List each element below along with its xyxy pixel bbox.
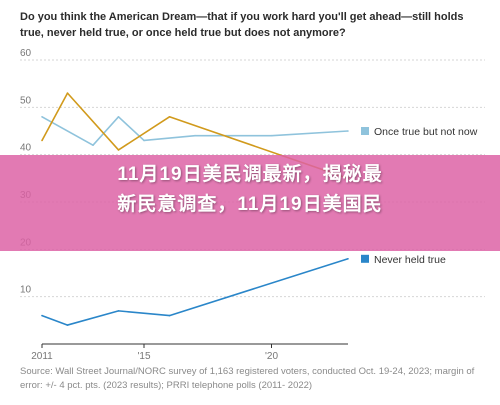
data-point (143, 139, 145, 142)
data-point (66, 324, 69, 326)
banner-overlay (0, 155, 500, 251)
data-point (347, 130, 349, 132)
chart-question: Do you think the American Dream—that if … (20, 11, 464, 39)
y-tick-label: 10 (20, 285, 32, 296)
data-point (194, 134, 196, 137)
x-tick-label: 2011 (31, 351, 53, 362)
y-tick-label: 60 (20, 48, 32, 59)
data-point (117, 116, 120, 118)
data-point (41, 116, 43, 118)
y-tick-label: 40 (20, 143, 32, 154)
data-point (168, 116, 171, 118)
series-label: Never held true (374, 254, 446, 266)
legend-swatch (361, 127, 369, 135)
data-point (66, 92, 69, 94)
data-point (117, 149, 120, 151)
x-tick-label: '15 (137, 351, 150, 362)
data-point (168, 314, 171, 317)
x-tick-label: '20 (265, 351, 278, 362)
series-label: Once true but not now (374, 126, 478, 138)
banner-text: 11月19日美民调最新，揭秘最 新民意调查，11月19日美国民 (0, 160, 500, 220)
banner-line-2: 新民意调查，11月19日美国民 (117, 194, 383, 215)
data-point (41, 314, 43, 317)
series-lines (41, 92, 349, 326)
source-note: Source: Wall Street Journal/NORC survey … (20, 365, 490, 393)
data-point (41, 139, 43, 142)
data-point (117, 310, 120, 312)
source-line-1: Source: Wall Street Journal/NORC survey … (20, 366, 475, 377)
data-point (92, 144, 94, 146)
banner-line-1: 11月19日美民调最新，揭秘最 (117, 164, 383, 185)
x-tick-labels: 2011 '15 '20 (31, 344, 278, 362)
legend-swatch (361, 254, 369, 263)
data-point (347, 258, 349, 260)
source-line-2: error: +/- 4 pct. pts. (2023 results); P… (20, 380, 313, 391)
y-tick-label: 50 (20, 95, 32, 106)
series-line-2 (41, 258, 349, 326)
series-line-0 (41, 116, 349, 146)
data-point (270, 134, 273, 137)
series-labels: Once true but not now Never held true (361, 126, 478, 266)
